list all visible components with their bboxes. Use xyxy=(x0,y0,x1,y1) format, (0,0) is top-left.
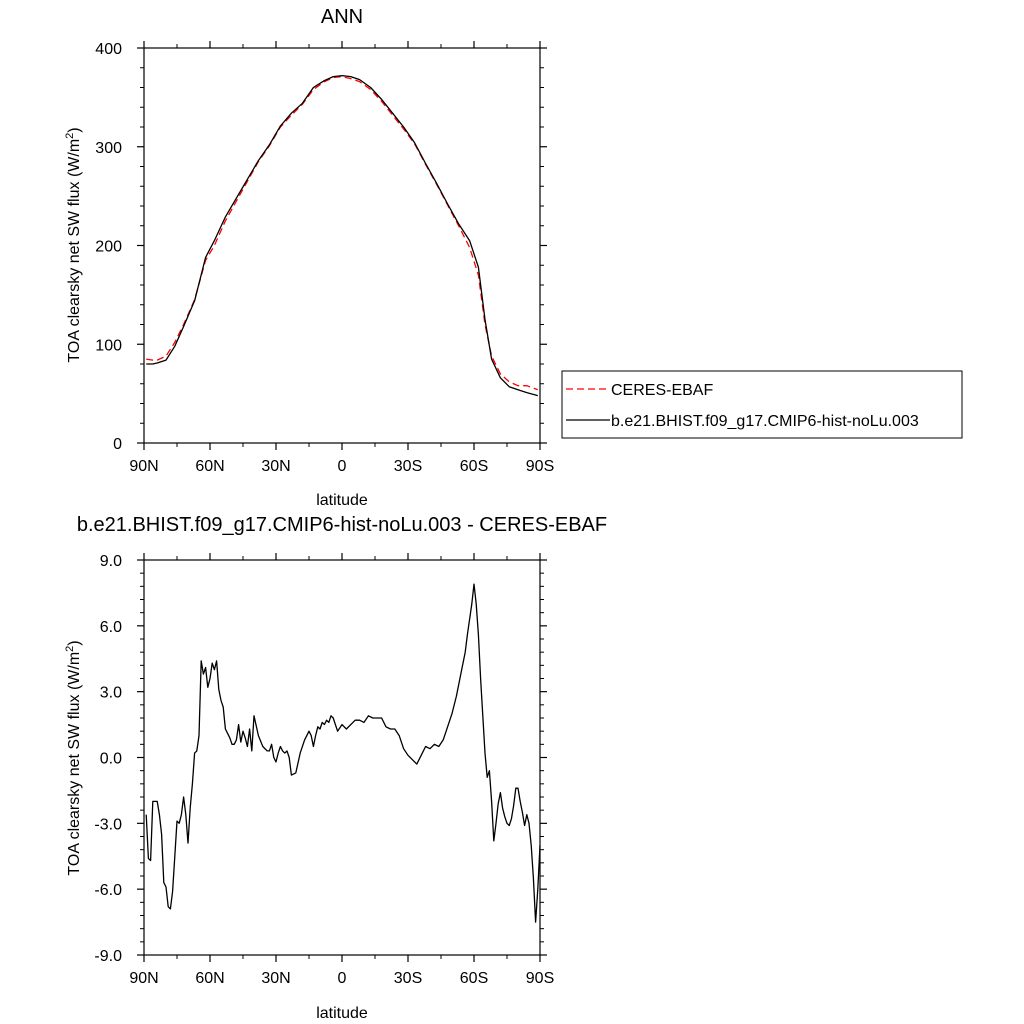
x-tick-label: 90N xyxy=(129,970,158,987)
x-tick-label: 0 xyxy=(338,458,347,475)
y-tick-label: 0.0 xyxy=(100,751,122,768)
x-axis-title: latitude xyxy=(316,492,368,509)
y-tick-label: 0 xyxy=(113,436,122,453)
y-tick-label: 100 xyxy=(95,337,122,354)
legend-box xyxy=(561,370,963,439)
y-tick-label: -3.0 xyxy=(94,816,122,833)
panel-difference: b.e21.BHIST.f09_g17.CMIP6-hist-noLu.003 … xyxy=(64,514,607,1022)
x-tick-label: 90N xyxy=(129,458,158,475)
y-tick-label: 400 xyxy=(95,41,122,58)
legend-label-ceres-ebaf: CERES-EBAF xyxy=(611,382,713,399)
x-tick-label: 90S xyxy=(526,970,554,987)
x-tick-label: 30S xyxy=(394,970,422,987)
y-tick-label: 200 xyxy=(95,239,122,256)
plot-frame xyxy=(143,559,541,956)
x-tick-label: 60S xyxy=(460,970,488,987)
series-line-b-e21-bhist-f09-g17-cmip6-hist-nolu-003 xyxy=(146,74,538,397)
y-axis-title: TOA clearsky net SW flux (W/m2) xyxy=(64,127,83,362)
series-line-difference xyxy=(145,583,541,923)
legend-label-model: b.e21.BHIST.f09_g17.CMIP6-hist-noLu.003 xyxy=(611,413,919,430)
plot-area: 90N 60N 30N 0 30S 60S 90S -9.0 -6.0 -3.0 0.0 3.0 6.0… xyxy=(94,553,554,987)
x-tick-label: 90S xyxy=(526,458,554,475)
series-line-ceres-ebaf xyxy=(146,75,539,391)
x-axis-title: latitude xyxy=(316,1005,368,1022)
y-tick-label: 6.0 xyxy=(100,619,122,636)
y-tick-label: -6.0 xyxy=(94,882,122,899)
x-tick-label: 30N xyxy=(261,458,290,475)
x-tick-label: 60S xyxy=(460,458,488,475)
panel-annual-flux: ANN 90N 60N 30N 0 30S 60S 90S 0 100 200 300 400 lat… xyxy=(64,6,963,509)
y-tick-label: 3.0 xyxy=(100,685,122,702)
y-tick-label: 300 xyxy=(95,140,122,157)
x-tick-label: 60N xyxy=(195,970,224,987)
plot-area: 90N 60N 30N 0 30S 60S 90S 0 100 200 300 400 xyxy=(95,41,554,475)
y-tick-label: -9.0 xyxy=(94,948,122,965)
x-tick-label: 60N xyxy=(195,458,224,475)
x-tick-label: 30S xyxy=(394,458,422,475)
chart-title: ANN xyxy=(321,6,363,28)
plot-frame xyxy=(143,47,541,444)
y-axis-title: TOA clearsky net SW flux (W/m2) xyxy=(64,640,83,875)
y-tick-label: 9.0 xyxy=(100,553,122,570)
x-tick-label: 0 xyxy=(338,970,347,987)
x-tick-label: 30N xyxy=(261,970,290,987)
legend: CERES-EBAF b.e21.BHIST.f09_g17.CMIP6-his… xyxy=(561,370,963,439)
chart-title: b.e21.BHIST.f09_g17.CMIP6-hist-noLu.003 … xyxy=(77,514,607,536)
